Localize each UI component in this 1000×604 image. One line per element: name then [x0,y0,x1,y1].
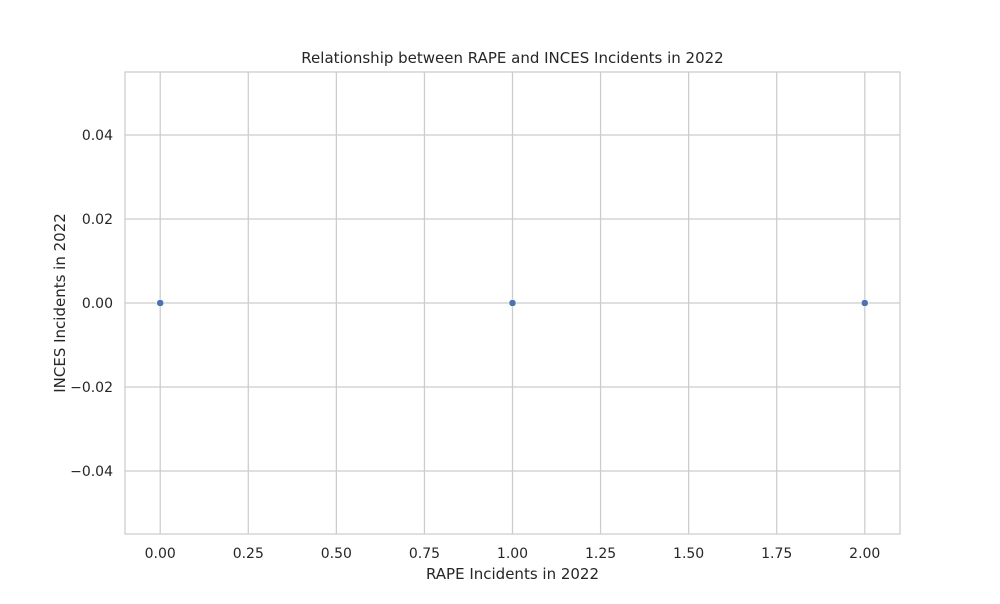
x-tick-label: 0.50 [321,546,352,562]
y-tick-label: −0.02 [70,380,113,396]
x-tick-label: 2.00 [849,546,880,562]
x-tick-label: 1.00 [497,546,528,562]
x-tick-label: 1.50 [673,546,704,562]
x-tick-label: 1.75 [761,546,792,562]
scatter-point [860,299,869,307]
chart-title: Relationship between RAPE and INCES Inci… [301,49,723,67]
y-axis-label: INCES Incidents in 2022 [51,213,69,393]
x-tick-label: 0.75 [409,546,440,562]
x-tick-label: 0.00 [145,546,176,562]
x-tick-labels: 0.00 0.25 0.50 0.75 1.00 1.25 1.50 1.75 2.00 [145,546,881,562]
scatter-point [508,299,517,307]
y-tick-label: 0.04 [82,128,113,144]
y-tick-label: 0.02 [82,212,113,228]
y-tick-label: 0.00 [82,296,113,312]
x-tick-label: 1.25 [585,546,616,562]
data-points [156,299,869,307]
scatter-point [156,299,165,307]
x-tick-label: 0.25 [233,546,264,562]
x-axis-label: RAPE Incidents in 2022 [426,565,599,583]
plot-frame [124,71,901,535]
y-tick-label: −0.04 [70,464,113,480]
grid-lines [125,72,900,534]
y-tick-labels: −0.04 −0.02 0.00 0.02 0.04 [70,128,113,480]
